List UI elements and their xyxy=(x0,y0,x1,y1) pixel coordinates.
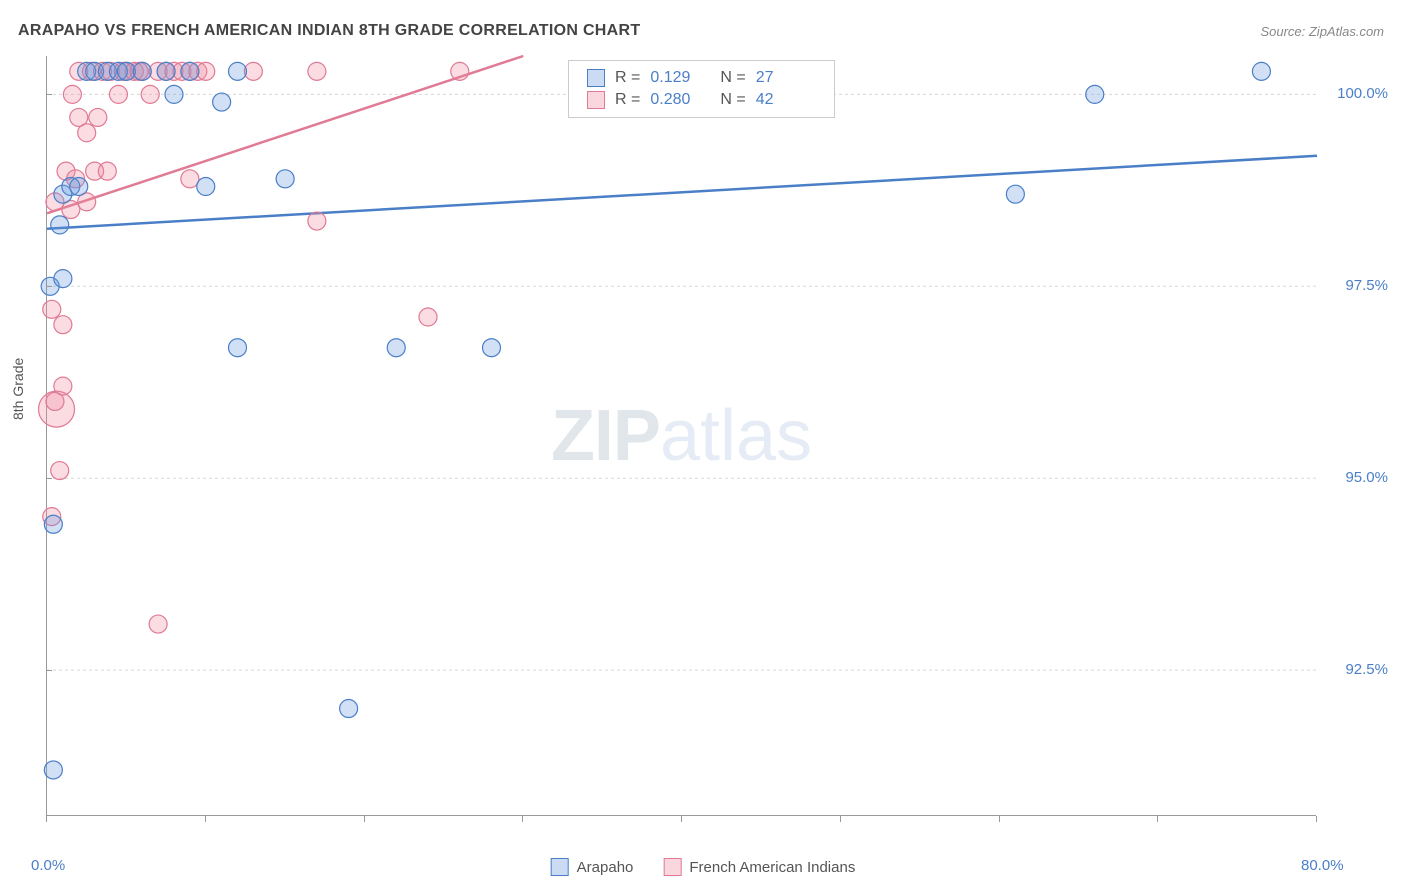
n-label: N = xyxy=(720,69,745,87)
plot-area: ZIPatlas xyxy=(46,56,1316,816)
y-tick-label: 100.0% xyxy=(1337,85,1388,102)
swatch-pink-icon xyxy=(587,91,605,109)
y-tick-label: 97.5% xyxy=(1345,277,1388,294)
n-value-french: 42 xyxy=(756,91,816,109)
y-tick-label: 92.5% xyxy=(1345,661,1388,678)
r-value-french: 0.280 xyxy=(650,91,710,109)
x-tick-label: 80.0% xyxy=(1301,857,1344,874)
correlation-row-french: R = 0.280 N = 42 xyxy=(587,89,816,111)
legend-item-arapaho: Arapaho xyxy=(551,858,634,876)
r-label: R = xyxy=(615,91,640,109)
n-value-arapaho: 27 xyxy=(756,69,816,87)
series-legend: Arapaho French American Indians xyxy=(551,858,856,876)
chart-svg xyxy=(47,56,1317,816)
source-attribution: Source: ZipAtlas.com xyxy=(1260,24,1384,39)
x-tick-label: 0.0% xyxy=(31,857,65,874)
n-label: N = xyxy=(720,91,745,109)
legend-label-french: French American Indians xyxy=(689,859,855,876)
y-axis-label: 8th Grade xyxy=(10,358,26,420)
chart-title: ARAPAHO VS FRENCH AMERICAN INDIAN 8TH GR… xyxy=(18,22,640,40)
swatch-blue-icon xyxy=(587,69,605,87)
correlation-row-arapaho: R = 0.129 N = 27 xyxy=(587,67,816,89)
y-tick-label: 95.0% xyxy=(1345,469,1388,486)
correlation-legend: R = 0.129 N = 27 R = 0.280 N = 42 xyxy=(568,60,835,118)
swatch-blue-icon xyxy=(551,858,569,876)
legend-item-french: French American Indians xyxy=(663,858,855,876)
r-value-arapaho: 0.129 xyxy=(650,69,710,87)
r-label: R = xyxy=(615,69,640,87)
legend-label-arapaho: Arapaho xyxy=(577,859,634,876)
swatch-pink-icon xyxy=(663,858,681,876)
